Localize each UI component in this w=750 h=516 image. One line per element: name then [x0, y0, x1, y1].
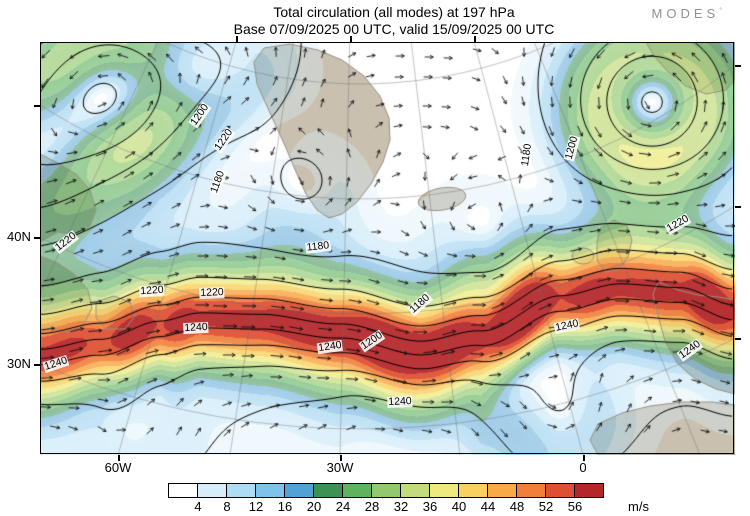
colorbar-segment [458, 483, 488, 498]
colorbar-value: 40 [451, 499, 467, 514]
colorbar-value: 4 [194, 499, 202, 514]
colorbar-value: 28 [364, 499, 380, 514]
colorbar-segment [197, 483, 227, 498]
colorbar-value: 24 [335, 499, 351, 514]
lon-label-0: 0 [579, 460, 587, 475]
lon-label-30W: 30W [326, 460, 354, 475]
modes-logo-text: MODES [651, 6, 720, 21]
colorbar: 4 8 12 16 20 24 28 32 36 40 44 48 52 56 m/s [168, 483, 728, 516]
chart-title: Total circulation (all modes) at 197 hPa… [38, 4, 750, 38]
colorbar-value: 16 [277, 499, 293, 514]
axis-tick [735, 65, 741, 67]
colorbar-value: 44 [480, 499, 496, 514]
colorbar-segment [429, 483, 459, 498]
modes-logo: MODES° [652, 6, 722, 21]
chart-title-line2: Base 07/09/2025 00 UTC, valid 15/09/2025… [233, 21, 555, 37]
axis-tick [735, 338, 741, 340]
axis-tick [34, 237, 40, 239]
colorbar-segment [371, 483, 401, 498]
colorbar-segment [168, 483, 198, 498]
axis-tick [340, 455, 342, 461]
axis-tick [118, 455, 120, 461]
colorbar-value: 52 [538, 499, 554, 514]
colorbar-value: 56 [567, 499, 583, 514]
lat-label-40N: 40N [7, 229, 31, 244]
colorbar-value: 48 [509, 499, 525, 514]
colorbar-unit: m/s [628, 499, 649, 514]
axis-tick [350, 36, 352, 42]
axis-tick [34, 105, 40, 107]
colorbar-segment [400, 483, 430, 498]
lat-label-30N: 30N [7, 356, 31, 371]
colorbar-segment [342, 483, 372, 498]
axis-tick [474, 36, 476, 42]
chart-title-line1: Total circulation (all modes) at 197 hPa [273, 4, 515, 20]
colorbar-segment [255, 483, 285, 498]
map-area: 1200 1220 1180 1220 1180 1180 1200 1220 1220 1220… [40, 42, 735, 455]
colorbar-value: 36 [422, 499, 438, 514]
colorbar-segment [487, 483, 517, 498]
axis-tick [34, 364, 40, 366]
colorbar-segment [545, 483, 575, 498]
axis-tick [236, 36, 238, 42]
colorbar-value: 12 [248, 499, 264, 514]
colorbar-segment [226, 483, 256, 498]
colorbar-segment [313, 483, 343, 498]
colorbar-segments [168, 483, 604, 498]
lon-label-60W: 60W [104, 460, 132, 475]
colorbar-segment [516, 483, 546, 498]
colorbar-segment [284, 483, 314, 498]
colorbar-segment [574, 483, 604, 498]
axis-tick [583, 455, 585, 461]
map-canvas [40, 42, 735, 455]
axis-tick [735, 206, 741, 208]
colorbar-value: 20 [306, 499, 322, 514]
modes-logo-mark: ° [719, 7, 722, 15]
colorbar-value: 8 [223, 499, 231, 514]
colorbar-value: 32 [393, 499, 409, 514]
